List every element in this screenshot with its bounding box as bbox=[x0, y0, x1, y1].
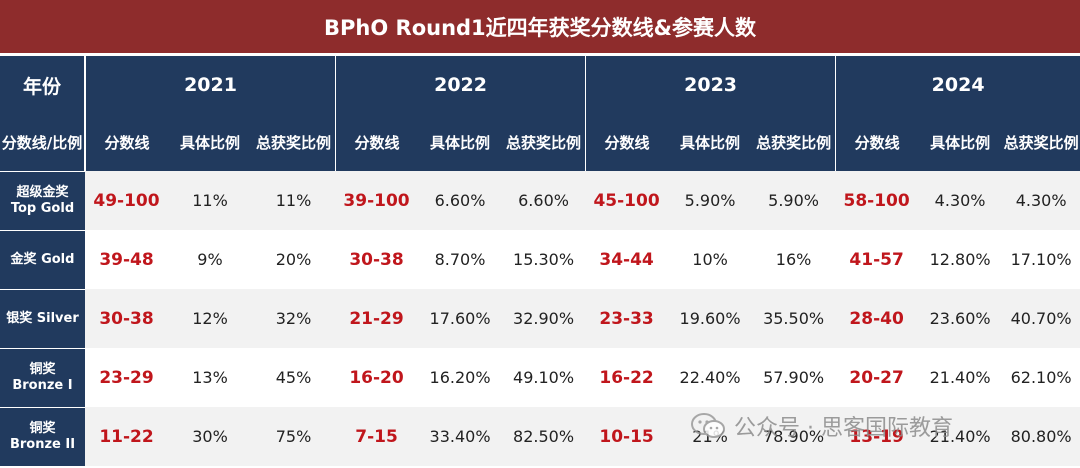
year-label-header: 年份 bbox=[0, 56, 85, 114]
table-title: BPhO Round1近四年获奖分数线&参赛人数 bbox=[0, 0, 1080, 53]
score-range-cell: 30-38 bbox=[335, 230, 419, 289]
score-table: 年份 2021 2022 2023 2024 分数线/比例 分数线 具体比例 总… bbox=[0, 56, 1080, 466]
table-row: 铜奖 Bronze II 11-22 30% 75% 7-15 33.40% 82.50% 1… bbox=[0, 407, 1080, 466]
total-ratio-header: 总获奖比例 bbox=[252, 114, 336, 171]
total-ratio-cell: 17.10% bbox=[1002, 230, 1080, 289]
score-range-cell: 21-29 bbox=[335, 289, 419, 348]
ratio-cell: 19.60% bbox=[668, 289, 753, 348]
ratio-cell: 33.40% bbox=[418, 407, 503, 466]
score-header: 分数线 bbox=[335, 114, 419, 171]
score-header: 分数线 bbox=[585, 114, 669, 171]
total-ratio-cell: 82.50% bbox=[502, 407, 586, 466]
score-header: 分数线 bbox=[85, 114, 168, 171]
total-ratio-cell: 45% bbox=[252, 348, 336, 407]
total-ratio-cell: 6.60% bbox=[502, 171, 586, 230]
ratio-cell: 6.60% bbox=[418, 171, 503, 230]
award-label: 银奖 Silver bbox=[0, 289, 85, 348]
total-ratio-cell: 16% bbox=[752, 230, 836, 289]
score-range-cell: 58-100 bbox=[835, 171, 919, 230]
ratio-cell: 5.90% bbox=[668, 171, 753, 230]
ratio-header: 具体比例 bbox=[918, 114, 1003, 171]
score-range-cell: 20-27 bbox=[835, 348, 919, 407]
total-ratio-cell: 11% bbox=[252, 171, 336, 230]
score-range-cell: 39-48 bbox=[85, 230, 168, 289]
ratio-cell: 22.40% bbox=[668, 348, 753, 407]
score-range-cell: 39-100 bbox=[335, 171, 419, 230]
score-range-cell: 13-19 bbox=[835, 407, 919, 466]
total-ratio-cell: 4.30% bbox=[1002, 171, 1080, 230]
table-row: 超级金奖 Top Gold 49-100 11% 11% 39-100 6.60% 6.60… bbox=[0, 171, 1080, 230]
year-header-2023: 2023 bbox=[585, 56, 836, 114]
score-range-cell: 23-33 bbox=[585, 289, 669, 348]
total-ratio-cell: 80.80% bbox=[1002, 407, 1080, 466]
score-range-cell: 16-20 bbox=[335, 348, 419, 407]
ratio-cell: 10% bbox=[668, 230, 753, 289]
year-header-2021: 2021 bbox=[85, 56, 336, 114]
ratio-cell: 9% bbox=[168, 230, 252, 289]
score-range-cell: 7-15 bbox=[335, 407, 419, 466]
award-label: 铜奖 Bronze I bbox=[0, 348, 85, 407]
score-range-cell: 10-15 bbox=[585, 407, 669, 466]
ratio-cell: 21.40% bbox=[918, 348, 1003, 407]
score-range-cell: 34-44 bbox=[585, 230, 669, 289]
award-label: 铜奖 Bronze II bbox=[0, 407, 85, 466]
ratio-cell: 4.30% bbox=[918, 171, 1003, 230]
table-row: 铜奖 Bronze I 23-29 13% 45% 16-20 16.20% 49.10% 1… bbox=[0, 348, 1080, 407]
score-range-cell: 23-29 bbox=[85, 348, 168, 407]
score-range-cell: 28-40 bbox=[835, 289, 919, 348]
total-ratio-cell: 40.70% bbox=[1002, 289, 1080, 348]
total-ratio-header: 总获奖比例 bbox=[1002, 114, 1080, 171]
ratio-cell: 12.80% bbox=[918, 230, 1003, 289]
sub-header-row: 分数线/比例 分数线 具体比例 总获奖比例 分数线 具体比例 总获奖比例 分数线… bbox=[0, 114, 1080, 171]
ratio-cell: 12% bbox=[168, 289, 252, 348]
total-ratio-cell: 57.90% bbox=[752, 348, 836, 407]
award-label: 金奖 Gold bbox=[0, 230, 85, 289]
total-ratio-cell: 49.10% bbox=[502, 348, 586, 407]
ratio-cell: 13% bbox=[168, 348, 252, 407]
ratio-cell: 17.60% bbox=[418, 289, 503, 348]
table-row: 银奖 Silver 30-38 12% 32% 21-29 17.60% 32.90% 23-… bbox=[0, 289, 1080, 348]
total-ratio-cell: 32% bbox=[252, 289, 336, 348]
score-range-cell: 30-38 bbox=[85, 289, 168, 348]
ratio-cell: 8.70% bbox=[418, 230, 503, 289]
year-header-row: 年份 2021 2022 2023 2024 bbox=[0, 56, 1080, 114]
total-ratio-header: 总获奖比例 bbox=[502, 114, 586, 171]
ratio-cell: 21.40% bbox=[918, 407, 1003, 466]
ratio-cell: 16.20% bbox=[418, 348, 503, 407]
total-ratio-cell: 20% bbox=[252, 230, 336, 289]
total-ratio-cell: 35.50% bbox=[752, 289, 836, 348]
ratio-cell: 23.60% bbox=[918, 289, 1003, 348]
total-ratio-cell: 78.90% bbox=[752, 407, 836, 466]
row-label-header: 分数线/比例 bbox=[0, 114, 85, 171]
year-header-2022: 2022 bbox=[335, 56, 586, 114]
total-ratio-cell: 5.90% bbox=[752, 171, 836, 230]
ratio-header: 具体比例 bbox=[168, 114, 252, 171]
total-ratio-cell: 75% bbox=[252, 407, 336, 466]
ratio-cell: 21% bbox=[668, 407, 753, 466]
score-range-cell: 41-57 bbox=[835, 230, 919, 289]
score-range-cell: 45-100 bbox=[585, 171, 669, 230]
score-range-cell: 16-22 bbox=[585, 348, 669, 407]
year-header-2024: 2024 bbox=[835, 56, 1080, 114]
total-ratio-cell: 32.90% bbox=[502, 289, 586, 348]
ratio-cell: 30% bbox=[168, 407, 252, 466]
ratio-cell: 11% bbox=[168, 171, 252, 230]
total-ratio-cell: 15.30% bbox=[502, 230, 586, 289]
ratio-header: 具体比例 bbox=[668, 114, 753, 171]
table-row: 金奖 Gold 39-48 9% 20% 30-38 8.70% 15.30% 34-44 10… bbox=[0, 230, 1080, 289]
total-ratio-cell: 62.10% bbox=[1002, 348, 1080, 407]
award-label: 超级金奖 Top Gold bbox=[0, 171, 85, 230]
score-header: 分数线 bbox=[835, 114, 919, 171]
total-ratio-header: 总获奖比例 bbox=[752, 114, 836, 171]
ratio-header: 具体比例 bbox=[418, 114, 503, 171]
score-range-cell: 11-22 bbox=[85, 407, 168, 466]
score-range-cell: 49-100 bbox=[85, 171, 168, 230]
